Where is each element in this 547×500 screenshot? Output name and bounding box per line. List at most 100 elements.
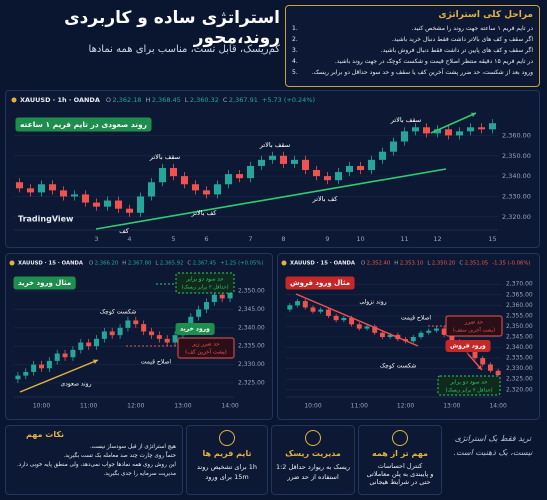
ohlc-value: 2,367.80: [128, 261, 152, 267]
candle-body: [495, 370, 501, 375]
annotation: کف: [119, 227, 130, 235]
candle-body: [70, 194, 79, 197]
ohlc-label: L: [185, 96, 189, 104]
candle-body: [349, 318, 355, 325]
subtitle: کم‌ریسک، قابل تست، مناسب برای همه نمادها: [88, 44, 280, 55]
step-number: 5.: [292, 69, 298, 76]
step: 3. اگر سقف و کف های پایین تر داشت فقط دنب…: [292, 45, 533, 56]
card: مدیریت ریسک ریسک به ریوارد حداقل 1:2 است…: [271, 425, 355, 495]
ohlc-label: H: [145, 96, 150, 104]
candle-body: [59, 190, 68, 197]
symbol-icon: [11, 97, 17, 103]
chart: 2,320.00 2,330.00 2,340.00 2,350.00 2,360.00…: [11, 96, 531, 243]
y-tick-label: 2,360.00: [502, 131, 531, 139]
icon: [305, 430, 321, 446]
x-tick-label: 14:00: [221, 403, 238, 410]
step-text: در تایم فریم ۱ ساعته جهت روند را مشخص کن…: [411, 25, 533, 32]
card: تایم فریم ها 1h برای تشخیص روند 15m برای…: [186, 425, 268, 495]
candle-body: [318, 309, 324, 312]
y-tick-label: 2,365.00: [506, 291, 533, 298]
y-tick-label: 2,335.00: [506, 355, 533, 362]
x-tick-label: 11:00: [80, 403, 97, 410]
title: استراتژی ساده و کاربردی روند،محور: [64, 8, 280, 48]
change: -1.35 (-0.06%): [492, 261, 530, 267]
candle-body: [156, 335, 162, 339]
candle-body: [387, 334, 393, 337]
ohlc-label: L: [427, 261, 430, 267]
candle-body: [109, 331, 115, 336]
x-tick-label: 10:00: [304, 403, 321, 410]
annotation: ورود خرید: [180, 326, 210, 333]
y-tick-label: 2,350.00: [502, 152, 531, 160]
y-tick-label: 2,355.00: [506, 312, 533, 319]
annotation: اصلاح قیمت: [401, 315, 431, 322]
candle-body: [257, 159, 266, 166]
candle-body: [101, 331, 107, 339]
step-text: اگر سقف و کف های پایین تر داشت فقط دنبال…: [380, 47, 533, 54]
ohlc-value: 2,365.92: [160, 261, 184, 267]
card-title: مهم تر از همه: [372, 449, 428, 458]
annotation: روند نزولی: [359, 299, 386, 306]
candle-body: [480, 358, 486, 365]
step: 5. ورود بعد از شکست، حد ضرر پشت آخرین کف …: [292, 67, 533, 78]
candle-body: [444, 129, 453, 136]
candle-body: [54, 353, 60, 361]
candle-body: [191, 184, 200, 191]
annotation: مثال ورود خرید: [18, 279, 71, 287]
symbol-icon: [9, 260, 15, 266]
ohlc-label: L: [155, 261, 158, 267]
candle-body: [301, 159, 310, 171]
change: +5.73 (+0.24%): [262, 96, 315, 104]
y-tick-label: 2,320.00: [506, 386, 533, 393]
candle-body: [15, 182, 24, 189]
ohlc-value: 2,368.45: [152, 96, 181, 104]
watermark: TradingView: [18, 215, 74, 224]
y-tick-label: 2,340.00: [238, 324, 265, 331]
step-text: اگر سقف و کف های بالاتر داشت فقط دنبال خ…: [391, 36, 533, 43]
x-tick-label: 5: [171, 235, 175, 243]
ohlc-value: 2,367.45: [193, 261, 217, 267]
candle-body: [418, 332, 424, 337]
y-tick-label: 2,325.00: [238, 379, 265, 386]
card: مهم تر از همه کنترل احساسات و پایبندی به…: [358, 425, 442, 495]
candle-body: [23, 371, 29, 376]
candle-body: [246, 165, 255, 179]
x-tick-label: 12: [433, 235, 441, 243]
annotation: شکست کوچک: [100, 309, 137, 316]
candle-body: [92, 202, 101, 207]
candle-body: [172, 335, 178, 343]
x-tick-label: 10:00: [33, 403, 50, 410]
step-text: در تایم فریم ۱۵ دقیقه منتظر اصلاح قیمت و…: [334, 58, 533, 65]
symbol-icon: [281, 260, 287, 266]
x-tick-label: 7: [248, 235, 252, 243]
candle-body: [202, 190, 211, 195]
candle-body: [433, 129, 442, 134]
y-tick-label: 2,360.00: [506, 302, 533, 309]
step-number: 2.: [292, 36, 298, 43]
y-tick-label: 2,340.00: [502, 172, 531, 180]
candle-body: [164, 338, 170, 343]
y-tick-label: 2,330.00: [502, 192, 531, 200]
candle-body: [378, 151, 387, 160]
candle-body: [31, 364, 37, 372]
notes-box: نکات مهم هیچ استراتژی از قبل سودساز نیست…: [5, 425, 183, 495]
annotation: (حداقل ۲ برابر ریسک): [181, 285, 228, 291]
annotation: (پشت آخرین کف): [185, 349, 227, 356]
candle-body: [158, 167, 167, 183]
candle-body: [426, 330, 432, 333]
annotation-box: [177, 337, 235, 359]
annotation-box: [445, 340, 491, 352]
candle-body: [81, 194, 90, 203]
annotation: حد سود دو برابر: [449, 380, 487, 386]
y-tick-label: 2,350.00: [238, 288, 265, 295]
step-text: ورود بعد از شکست، حد ضرر پشت آخرین کف یا…: [311, 69, 533, 76]
candle-body: [37, 184, 46, 193]
ohlc-value: 2,350.20: [432, 261, 456, 267]
y-tick-label: 2,325.00: [506, 376, 533, 383]
ohlc-label: O: [89, 261, 93, 267]
candle-body: [48, 184, 57, 191]
candle-body: [117, 327, 123, 336]
candle-body: [147, 182, 156, 197]
annotation: سقف بالاتر: [149, 153, 180, 161]
candle-body: [312, 170, 321, 177]
